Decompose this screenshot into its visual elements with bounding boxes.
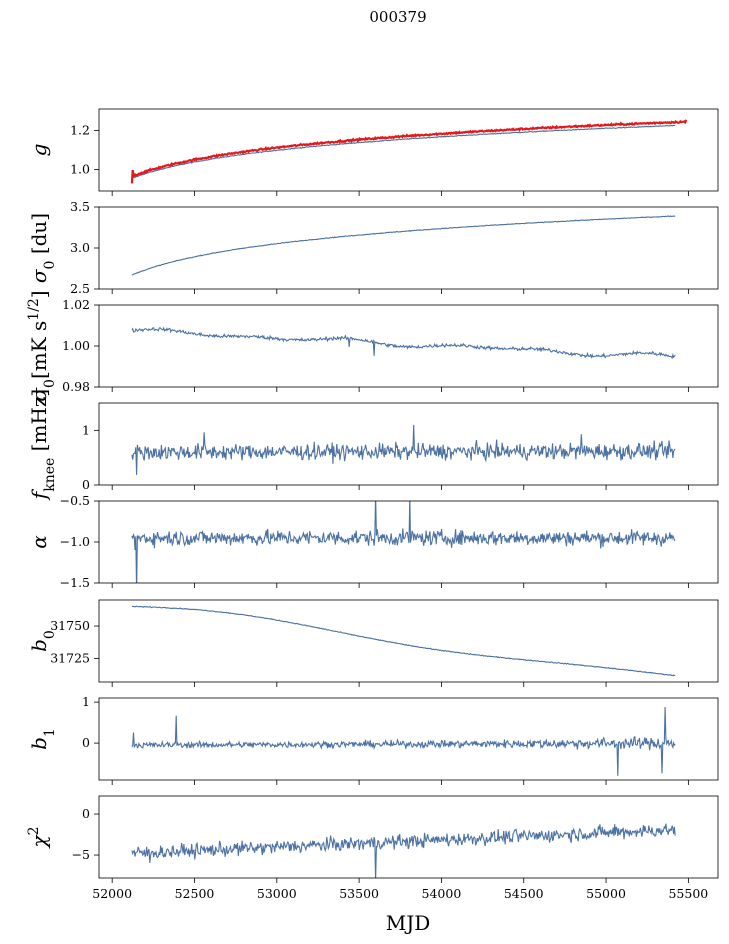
y-tick-label-b0-0: 31725 (50, 651, 90, 666)
panel-b1: 0 1 b1 (27, 694, 719, 785)
y-tick-label-alpha-2: −0.5 (60, 493, 90, 508)
panel-frame-g (98, 108, 719, 192)
series-line-sigma0-du-0 (131, 215, 676, 276)
y-axis-label-g: g (27, 144, 51, 157)
x-tick-label-2: 53000 (257, 886, 297, 901)
y-tick-label-fknee-1: 1 (82, 422, 90, 437)
series-line-chi2-0 (131, 823, 676, 878)
y-tick-label-sigma0-du-1: 3.0 (70, 240, 90, 255)
panel-frame-b0 (98, 599, 719, 683)
y-tick-label-chi2-0: −5 (72, 847, 90, 862)
series-line-b1-0 (131, 706, 676, 776)
panel-g: 1.0 1.2 g (27, 108, 719, 196)
y-axis-label-b0: b0 (27, 630, 58, 652)
panel-frame-b1 (98, 697, 719, 781)
x-tick-label-1: 52500 (175, 886, 215, 901)
panel-frame-sigma0-du (98, 206, 719, 290)
y-tick-label-alpha-1: −1.0 (60, 534, 90, 549)
x-tick-label-6: 55000 (586, 886, 626, 901)
x-axis-label: MJD (386, 911, 431, 935)
y-tick-label-sigma0-du-2: 3.5 (70, 199, 90, 214)
series-line-alpha-0 (131, 501, 676, 583)
y-tick-label-sigma0-mk-1: 1.00 (62, 338, 90, 353)
y-tick-label-b1-0: 0 (82, 735, 90, 750)
panel-chi2: −5 0 χ2 (26, 795, 719, 883)
y-tick-label-sigma0-mk-2: 1.02 (62, 297, 90, 312)
y-axis-label-sigma0-du: σ0 [du] (27, 213, 58, 283)
x-tick-label-7: 55500 (668, 886, 708, 901)
y-axis-label-sigma0-mk: σ0[mK s1/2] (26, 290, 58, 401)
y-tick-label-sigma0-du-0: 2.5 (70, 281, 90, 296)
x-tick-label-5: 54500 (504, 886, 544, 901)
panel-alpha: −1.5 −1.0 −0.5 α (27, 493, 719, 590)
y-tick-label-g-1: 1.2 (70, 122, 90, 137)
x-axis-ticks: 52000 52500 53000 53500 54000 54500 55000 55500 (92, 886, 708, 901)
series-line-b0-0 (131, 605, 676, 677)
panel-sigma0-du: 2.5 3.0 3.5 σ0 [du] (27, 199, 719, 296)
x-tick-label-4: 54000 (422, 886, 462, 901)
x-tick-label-3: 53500 (339, 886, 379, 901)
y-axis-label-chi2: χ2 (26, 826, 51, 849)
series-line-sigma0-mk-0 (131, 326, 676, 360)
panel-frame-fknee (98, 402, 719, 486)
y-tick-label-fknee-0: 0 (82, 477, 90, 492)
series-line-fknee-0 (131, 424, 676, 475)
series-line-g-1 (130, 119, 688, 184)
y-tick-label-b1-1: 1 (82, 694, 90, 709)
chart-title: 000379 (369, 8, 426, 26)
y-axis-label-alpha: α (27, 535, 51, 549)
panel-fknee: 0 1 fknee [mHz] (27, 389, 719, 501)
y-tick-label-chi2-1: 0 (82, 806, 90, 821)
series-line-g-0 (131, 124, 676, 179)
y-axis-label-fknee: fknee [mHz] (27, 389, 58, 501)
y-tick-label-b0-1: 31750 (50, 618, 90, 633)
y-axis-label-b1: b1 (27, 728, 58, 750)
panel-sigma0-mk: 0.98 1.00 1.02 σ0[mK s1/2] (26, 290, 719, 402)
panel-frame-chi2 (98, 795, 719, 879)
panels-group: 1.0 1.2 g 2.5 3.0 3.5 σ0 [du] 0.98 1.00 1.02 σ0[mK… (26, 108, 719, 883)
y-tick-label-sigma0-mk-0: 0.98 (62, 379, 90, 394)
y-tick-label-alpha-0: −1.5 (60, 575, 90, 590)
x-tick-label-0: 52000 (92, 886, 132, 901)
y-tick-label-g-0: 1.0 (70, 162, 90, 177)
